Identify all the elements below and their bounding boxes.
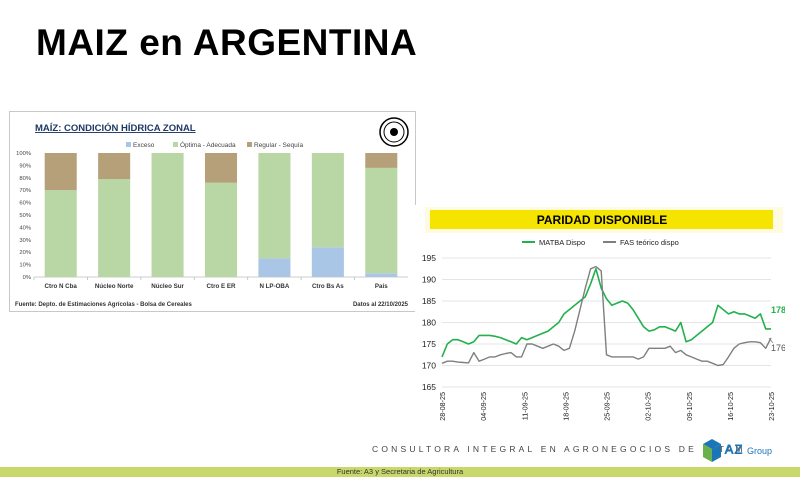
institution-seal-icon bbox=[379, 117, 409, 147]
x-tick-label: 23-10-25 bbox=[767, 392, 776, 421]
y-tick-label: 60% bbox=[19, 201, 31, 207]
series-line bbox=[441, 265, 772, 367]
slide-title: MAIZ en ARGENTINA bbox=[36, 22, 418, 63]
legend-swatch bbox=[247, 142, 252, 147]
legend-label: Regular - Sequía bbox=[254, 142, 304, 149]
logo-wordmark: AZ bbox=[724, 441, 743, 457]
legend-label: MATBA Dispo bbox=[539, 238, 585, 247]
x-tick-label: 11-09-25 bbox=[520, 392, 529, 420]
x-tick-label: Ctro Bs As bbox=[312, 283, 344, 290]
y-tick-label: 50% bbox=[19, 213, 31, 219]
parity-chart: PARIDAD DISPONIBLE MATBA Dispo FAS teórico… bbox=[422, 207, 794, 421]
x-tick-label: País bbox=[375, 283, 388, 290]
bar-segment bbox=[311, 247, 344, 277]
x-tick-label: 25-09-25 bbox=[603, 392, 612, 421]
x-tick-label: 18-09-25 bbox=[561, 392, 570, 421]
bar-segment bbox=[365, 273, 398, 277]
label-leader bbox=[768, 337, 774, 344]
y-tick-label: 195 bbox=[422, 253, 436, 263]
x-tick-label: Ctro N Cba bbox=[45, 283, 78, 290]
y-tick-label: 175 bbox=[422, 339, 436, 349]
legend-label: FAS teórico dispo bbox=[620, 238, 679, 247]
bar-segment bbox=[44, 153, 77, 191]
series-line bbox=[441, 267, 771, 358]
bar-segment bbox=[44, 190, 77, 277]
series-end-label: 176,4 bbox=[771, 343, 785, 353]
parity-chart-panel: PARIDAD DISPONIBLE MATBA Dispo FAS teórico… bbox=[415, 205, 794, 435]
series-end-label: 178,5 bbox=[771, 305, 785, 315]
bar-segment bbox=[204, 153, 238, 183]
y-tick-label: 100% bbox=[16, 151, 31, 157]
bar-segment bbox=[365, 153, 398, 168]
bar-segment bbox=[365, 167, 398, 274]
chart-title: PARIDAD DISPONIBLE bbox=[537, 213, 667, 227]
seal-inner-ring bbox=[383, 121, 405, 143]
y-tick-label: 10% bbox=[19, 263, 31, 269]
bar-segment bbox=[258, 258, 291, 277]
source-note: Fuente: A3 y Secretaria de Agricultura bbox=[336, 467, 464, 476]
bar-segment bbox=[98, 153, 131, 180]
y-tick-label: 0% bbox=[23, 275, 31, 281]
bar-segment bbox=[98, 179, 131, 277]
chart-date-note: Datos al 22/10/2025 bbox=[353, 302, 409, 308]
y-tick-label: 185 bbox=[422, 296, 436, 306]
hydric-condition-chart: MAÍZ: CONDICIÓN HÍDRICA ZONAL Exceso Óptim… bbox=[15, 117, 409, 308]
x-tick-label: 28-08-25 bbox=[438, 392, 447, 421]
az-group-logo: AZ Group bbox=[703, 439, 772, 462]
x-tick-label: 04-09-25 bbox=[479, 392, 488, 421]
x-tick-label: 09-10-25 bbox=[685, 392, 694, 421]
y-tick-label: 80% bbox=[19, 176, 31, 182]
x-tick-label: 16-10-25 bbox=[726, 392, 735, 421]
x-tick-label: N LP-OBA bbox=[259, 283, 289, 290]
legend-label: Óptima - Adecuada bbox=[180, 140, 236, 149]
y-tick-label: 165 bbox=[422, 382, 436, 392]
x-tick-label: Núcleo Norte bbox=[95, 283, 134, 290]
footer-tagline: CONSULTORA INTEGRAL EN AGRONEGOCIOS DE L… bbox=[372, 444, 746, 454]
legend-label: Exceso bbox=[133, 142, 155, 149]
x-tick-label: Ctro E ER bbox=[207, 283, 236, 290]
bar-segment bbox=[258, 153, 291, 259]
logo-subtext: Group bbox=[747, 446, 772, 456]
hydric-condition-chart-panel: MAÍZ: CONDICIÓN HÍDRICA ZONAL Exceso Óptim… bbox=[9, 111, 416, 312]
bar-segment bbox=[311, 153, 344, 248]
chart-source-note: Fuente: Depto. de Estimaciones Agrícolas… bbox=[15, 302, 192, 308]
seal-center bbox=[390, 128, 398, 136]
az-cube-icon bbox=[703, 439, 721, 462]
y-tick-label: 40% bbox=[19, 225, 31, 231]
y-tick-label: 90% bbox=[19, 163, 31, 169]
legend-swatch bbox=[173, 142, 178, 147]
legend-swatch bbox=[126, 142, 131, 147]
bar-segment bbox=[151, 153, 184, 277]
y-tick-label: 170 bbox=[422, 361, 436, 371]
x-tick-label: Núcleo Sur bbox=[151, 283, 184, 290]
y-tick-label: 190 bbox=[422, 275, 436, 285]
y-tick-label: 180 bbox=[422, 318, 436, 328]
bar-segment bbox=[204, 182, 238, 277]
y-tick-label: 20% bbox=[19, 250, 31, 256]
bottom-bar bbox=[0, 467, 800, 477]
title-box bbox=[430, 210, 773, 229]
y-tick-label: 30% bbox=[19, 238, 31, 244]
chart-title: MAÍZ: CONDICIÓN HÍDRICA ZONAL bbox=[35, 122, 196, 134]
x-tick-label: 02-10-25 bbox=[644, 392, 653, 421]
y-tick-label: 70% bbox=[19, 188, 31, 194]
